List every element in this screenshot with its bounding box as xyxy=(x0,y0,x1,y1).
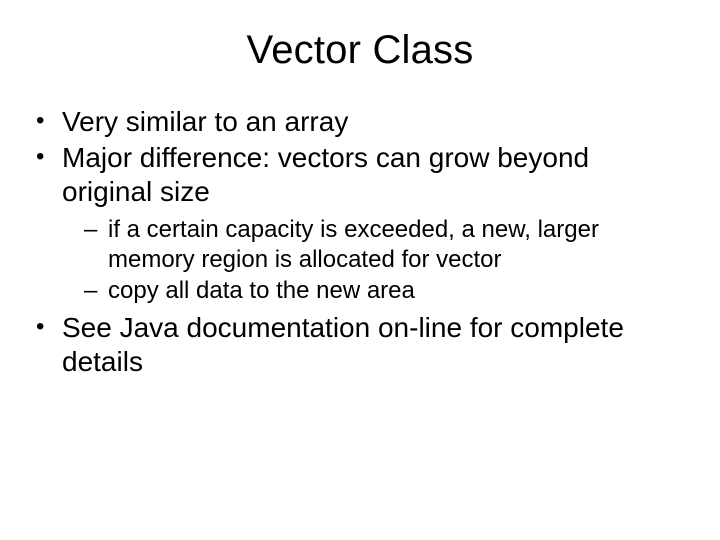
sub-bullet-item: if a certain capacity is exceeded, a new… xyxy=(82,215,686,274)
bullet-item: Very similar to an array xyxy=(34,105,686,139)
bullet-item: See Java documentation on-line for compl… xyxy=(34,311,686,379)
bullet-text: Major difference: vectors can grow beyon… xyxy=(62,142,589,207)
sub-bullet-text: copy all data to the new area xyxy=(108,277,415,304)
slide-title: Vector Class xyxy=(34,28,686,73)
bullet-list: Very similar to an array Major differenc… xyxy=(34,105,686,380)
bullet-text: See Java documentation on-line for compl… xyxy=(62,312,624,377)
sub-bullet-text: if a certain capacity is exceeded, a new… xyxy=(108,216,599,272)
slide: Vector Class Very similar to an array Ma… xyxy=(0,0,720,540)
bullet-text: Very similar to an array xyxy=(62,106,348,137)
sub-bullet-list: if a certain capacity is exceeded, a new… xyxy=(82,215,686,305)
bullet-item: Major difference: vectors can grow beyon… xyxy=(34,141,686,305)
sub-bullet-item: copy all data to the new area xyxy=(82,276,686,305)
